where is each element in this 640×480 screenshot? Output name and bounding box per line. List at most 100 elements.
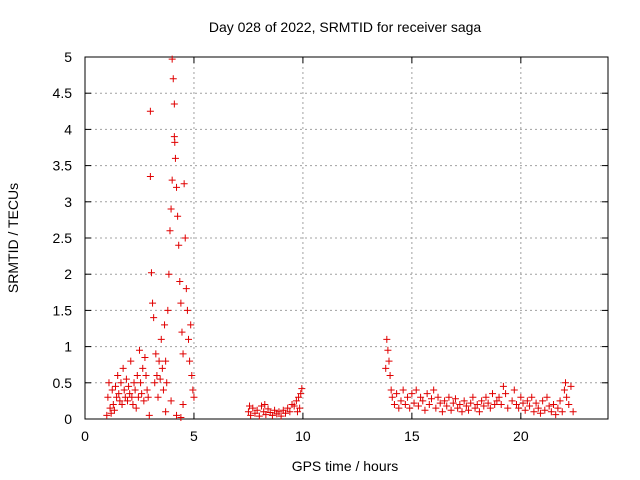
data-point [183,306,191,314]
data-point [161,321,169,329]
x-tick-label: 5 [190,428,198,444]
data-point [536,409,544,417]
data-point [147,269,155,277]
data-point [165,270,173,278]
data-point [130,379,138,387]
data-point [526,402,534,410]
data-point [103,411,111,419]
data-point [162,408,170,416]
data-point [469,393,477,401]
data-point [154,393,162,401]
data-point [295,393,303,401]
data-point [129,401,137,409]
data-point [552,411,560,419]
data-point [401,401,409,409]
data-point [562,379,570,387]
data-point [162,357,170,365]
data-point [284,404,292,412]
data-point [178,328,186,336]
data-point [399,386,407,394]
data-point [473,401,481,409]
data-point [164,306,172,314]
data-point [264,405,272,413]
data-point [170,100,178,108]
axis-ticks: 0 5 10 15 20 0 0.5 1 1.5 2 2.5 3 3.5 4 4.5 5 [53,49,608,444]
data-point [119,364,127,372]
chart-title: Day 028 of 2022, SRMTID for receiver sag… [209,19,482,35]
data-point [151,379,159,387]
data-point [112,382,120,390]
x-tick-label: 15 [404,428,420,444]
data-point [480,402,488,410]
data-point [123,397,131,405]
data-point [244,408,252,416]
data-point [168,55,176,63]
data-point [449,399,457,407]
x-axis-label: GPS time / hours [292,458,399,474]
data-point [159,386,167,394]
y-tick-label: 1 [64,339,72,355]
data-point [188,372,196,380]
y-tick-label: 0 [64,411,72,427]
data-point [462,402,470,410]
data-point [150,314,158,322]
data-point [297,390,305,398]
data-point [185,335,193,343]
data-point [126,390,134,398]
data-point [146,172,154,180]
data-point [554,404,562,412]
data-point [523,397,531,405]
data-point [530,408,538,416]
data-point [106,404,114,412]
data-point [393,390,401,398]
data-point [445,393,453,401]
y-tick-label: 1.5 [53,302,73,318]
data-point [467,399,475,407]
data-point [412,386,420,394]
data-point [110,406,118,414]
data-point [258,402,266,410]
x-tick-label: 0 [81,428,89,444]
data-point [153,372,161,380]
y-tick-label: 4 [64,121,72,137]
data-point [158,364,166,372]
data-point [395,404,403,412]
data-point [296,404,304,412]
data-point [139,364,147,372]
data-point [486,404,494,412]
y-tick-label: 4.5 [53,85,73,101]
data-point [163,379,171,387]
data-point [385,357,393,365]
grid-lines [85,57,608,419]
data-point [109,401,117,409]
data-point [390,401,398,409]
data-point [177,299,185,307]
data-point [182,285,190,293]
data-point [563,393,571,401]
data-point [550,401,558,409]
data-point [168,176,176,184]
data-point [155,357,163,365]
data-point [419,397,427,405]
data-point [569,408,577,416]
data-point [141,353,149,361]
data-point [489,390,497,398]
data-point [181,234,189,242]
data-point [384,346,392,354]
data-point [275,408,283,416]
data-point [138,390,146,398]
y-tick-label: 2.5 [53,230,73,246]
data-point [567,382,575,390]
data-point [443,402,451,410]
data-point [543,393,551,401]
data-point [175,241,183,249]
data-point [547,408,555,416]
data-points [103,55,577,422]
data-point [495,393,503,401]
data-point [414,402,422,410]
data-point [189,386,197,394]
data-point [298,385,306,393]
data-point [471,404,479,412]
data-point [456,401,464,409]
